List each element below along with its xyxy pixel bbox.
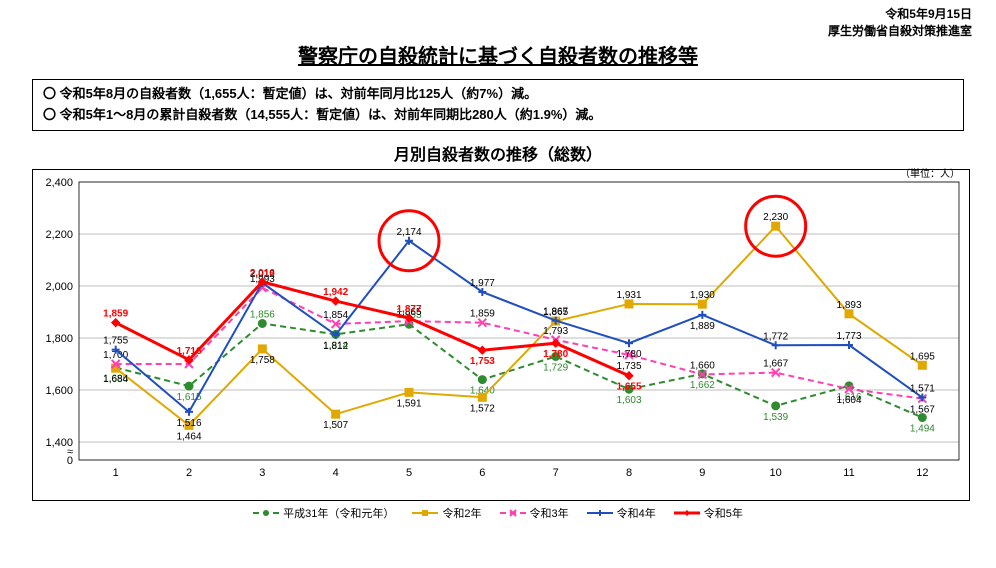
- svg-text:1,695: 1,695: [910, 351, 935, 362]
- svg-text:1,464: 1,464: [176, 431, 201, 442]
- svg-text:1,729: 1,729: [543, 362, 568, 373]
- svg-text:1,603: 1,603: [616, 395, 641, 406]
- legend-item: 令和4年: [587, 505, 656, 521]
- svg-text:1,516: 1,516: [176, 417, 201, 428]
- svg-text:2,400: 2,400: [45, 177, 73, 189]
- page-title: 警察庁の自殺統計に基づく自殺者数の推移等: [24, 40, 972, 69]
- svg-text:1,667: 1,667: [763, 358, 788, 369]
- legend-item: 令和5年: [674, 505, 743, 521]
- svg-text:1,867: 1,867: [543, 306, 568, 317]
- summary-line-1: 令和5年8月の自殺者数（1,655人：暫定値）は、対前年同月比125人（約7%）…: [43, 84, 953, 105]
- svg-text:5: 5: [406, 467, 412, 479]
- svg-text:1,755: 1,755: [103, 335, 128, 346]
- svg-text:1,772: 1,772: [763, 331, 788, 342]
- svg-text:1,600: 1,600: [45, 385, 73, 397]
- svg-text:1,773: 1,773: [836, 331, 861, 342]
- chart-legend: 平成31年（令和元年） 令和2年 令和3年 令和4年 令和5年: [24, 505, 972, 521]
- svg-text:1,780: 1,780: [616, 349, 641, 360]
- svg-text:2,230: 2,230: [763, 212, 788, 223]
- chart-title: 月別自殺者数の推移（総数）: [24, 141, 972, 165]
- svg-text:1,567: 1,567: [910, 404, 935, 415]
- svg-text:8: 8: [626, 467, 632, 479]
- svg-text:1: 1: [113, 467, 119, 479]
- legend-label: 令和4年: [617, 505, 656, 521]
- svg-text:1,780: 1,780: [543, 349, 568, 360]
- svg-text:2,200: 2,200: [45, 229, 73, 241]
- svg-text:1,930: 1,930: [690, 290, 715, 301]
- svg-text:1,931: 1,931: [616, 290, 641, 301]
- svg-text:1,793: 1,793: [543, 325, 568, 336]
- svg-text:1,655: 1,655: [616, 381, 641, 392]
- svg-text:≈: ≈: [67, 446, 73, 458]
- chart-container: （単位：人） 01,4001,6001,8002,0002,2002,400≈1…: [32, 169, 964, 501]
- chart-unit-label: （単位：人）: [900, 165, 960, 180]
- svg-text:1,977: 1,977: [470, 278, 495, 289]
- svg-text:1,758: 1,758: [250, 355, 275, 366]
- svg-text:1,893: 1,893: [836, 299, 861, 310]
- svg-text:1,494: 1,494: [910, 423, 935, 434]
- svg-text:1,684: 1,684: [103, 374, 128, 385]
- page-root: 令和5年9月15日 厚生労働省自殺対策推進室 警察庁の自殺統計に基づく自殺者数の…: [0, 0, 996, 568]
- svg-text:12: 12: [916, 467, 928, 479]
- summary-line-2: 令和5年1～8月の累計自殺者数（14,555人：暫定値）は、対前年同期比280人…: [43, 105, 953, 126]
- svg-text:10: 10: [770, 467, 782, 479]
- svg-text:1,812: 1,812: [323, 340, 348, 351]
- svg-text:1,571: 1,571: [910, 383, 935, 394]
- header-block: 令和5年9月15日 厚生労働省自殺対策推進室: [828, 6, 972, 40]
- svg-text:4: 4: [333, 467, 339, 479]
- svg-text:1,800: 1,800: [45, 333, 73, 345]
- svg-text:1,854: 1,854: [323, 310, 348, 321]
- line-chart: 01,4001,6001,8002,0002,2002,400≈12345678…: [32, 169, 970, 501]
- svg-text:1,877: 1,877: [396, 304, 421, 315]
- svg-text:2,174: 2,174: [396, 226, 421, 237]
- svg-text:9: 9: [699, 467, 705, 479]
- svg-text:7: 7: [553, 467, 559, 479]
- svg-text:6: 6: [479, 467, 485, 479]
- legend-label: 令和3年: [530, 505, 569, 521]
- svg-text:1,889: 1,889: [690, 320, 715, 331]
- svg-text:1,856: 1,856: [250, 309, 275, 320]
- legend-item: 令和3年: [500, 505, 569, 521]
- header-source: 厚生労働省自殺対策推進室: [828, 23, 972, 40]
- svg-text:1,660: 1,660: [690, 360, 715, 371]
- legend-item: 平成31年（令和元年）: [253, 505, 394, 521]
- legend-item: 令和2年: [412, 505, 481, 521]
- svg-text:1,572: 1,572: [470, 403, 495, 414]
- svg-text:2,016: 2,016: [250, 267, 275, 278]
- svg-text:1,591: 1,591: [396, 398, 421, 409]
- legend-label: 平成31年（令和元年）: [283, 505, 394, 521]
- svg-text:1,539: 1,539: [763, 411, 788, 422]
- svg-text:2,000: 2,000: [45, 281, 73, 293]
- svg-text:1,604: 1,604: [836, 395, 861, 406]
- svg-text:1,716: 1,716: [176, 345, 201, 356]
- header-date: 令和5年9月15日: [828, 6, 972, 23]
- svg-text:11: 11: [843, 467, 854, 479]
- legend-label: 令和2年: [442, 505, 481, 521]
- svg-text:1,859: 1,859: [103, 308, 128, 319]
- svg-text:1,859: 1,859: [470, 308, 495, 319]
- svg-text:1,753: 1,753: [470, 356, 495, 367]
- svg-text:3: 3: [259, 467, 265, 479]
- svg-text:1,942: 1,942: [323, 287, 348, 298]
- svg-text:2: 2: [186, 467, 192, 479]
- svg-text:1,507: 1,507: [323, 420, 348, 431]
- legend-label: 令和5年: [704, 505, 743, 521]
- svg-text:1,662: 1,662: [690, 379, 715, 390]
- summary-box: 令和5年8月の自殺者数（1,655人：暫定値）は、対前年同月比125人（約7%）…: [32, 79, 964, 131]
